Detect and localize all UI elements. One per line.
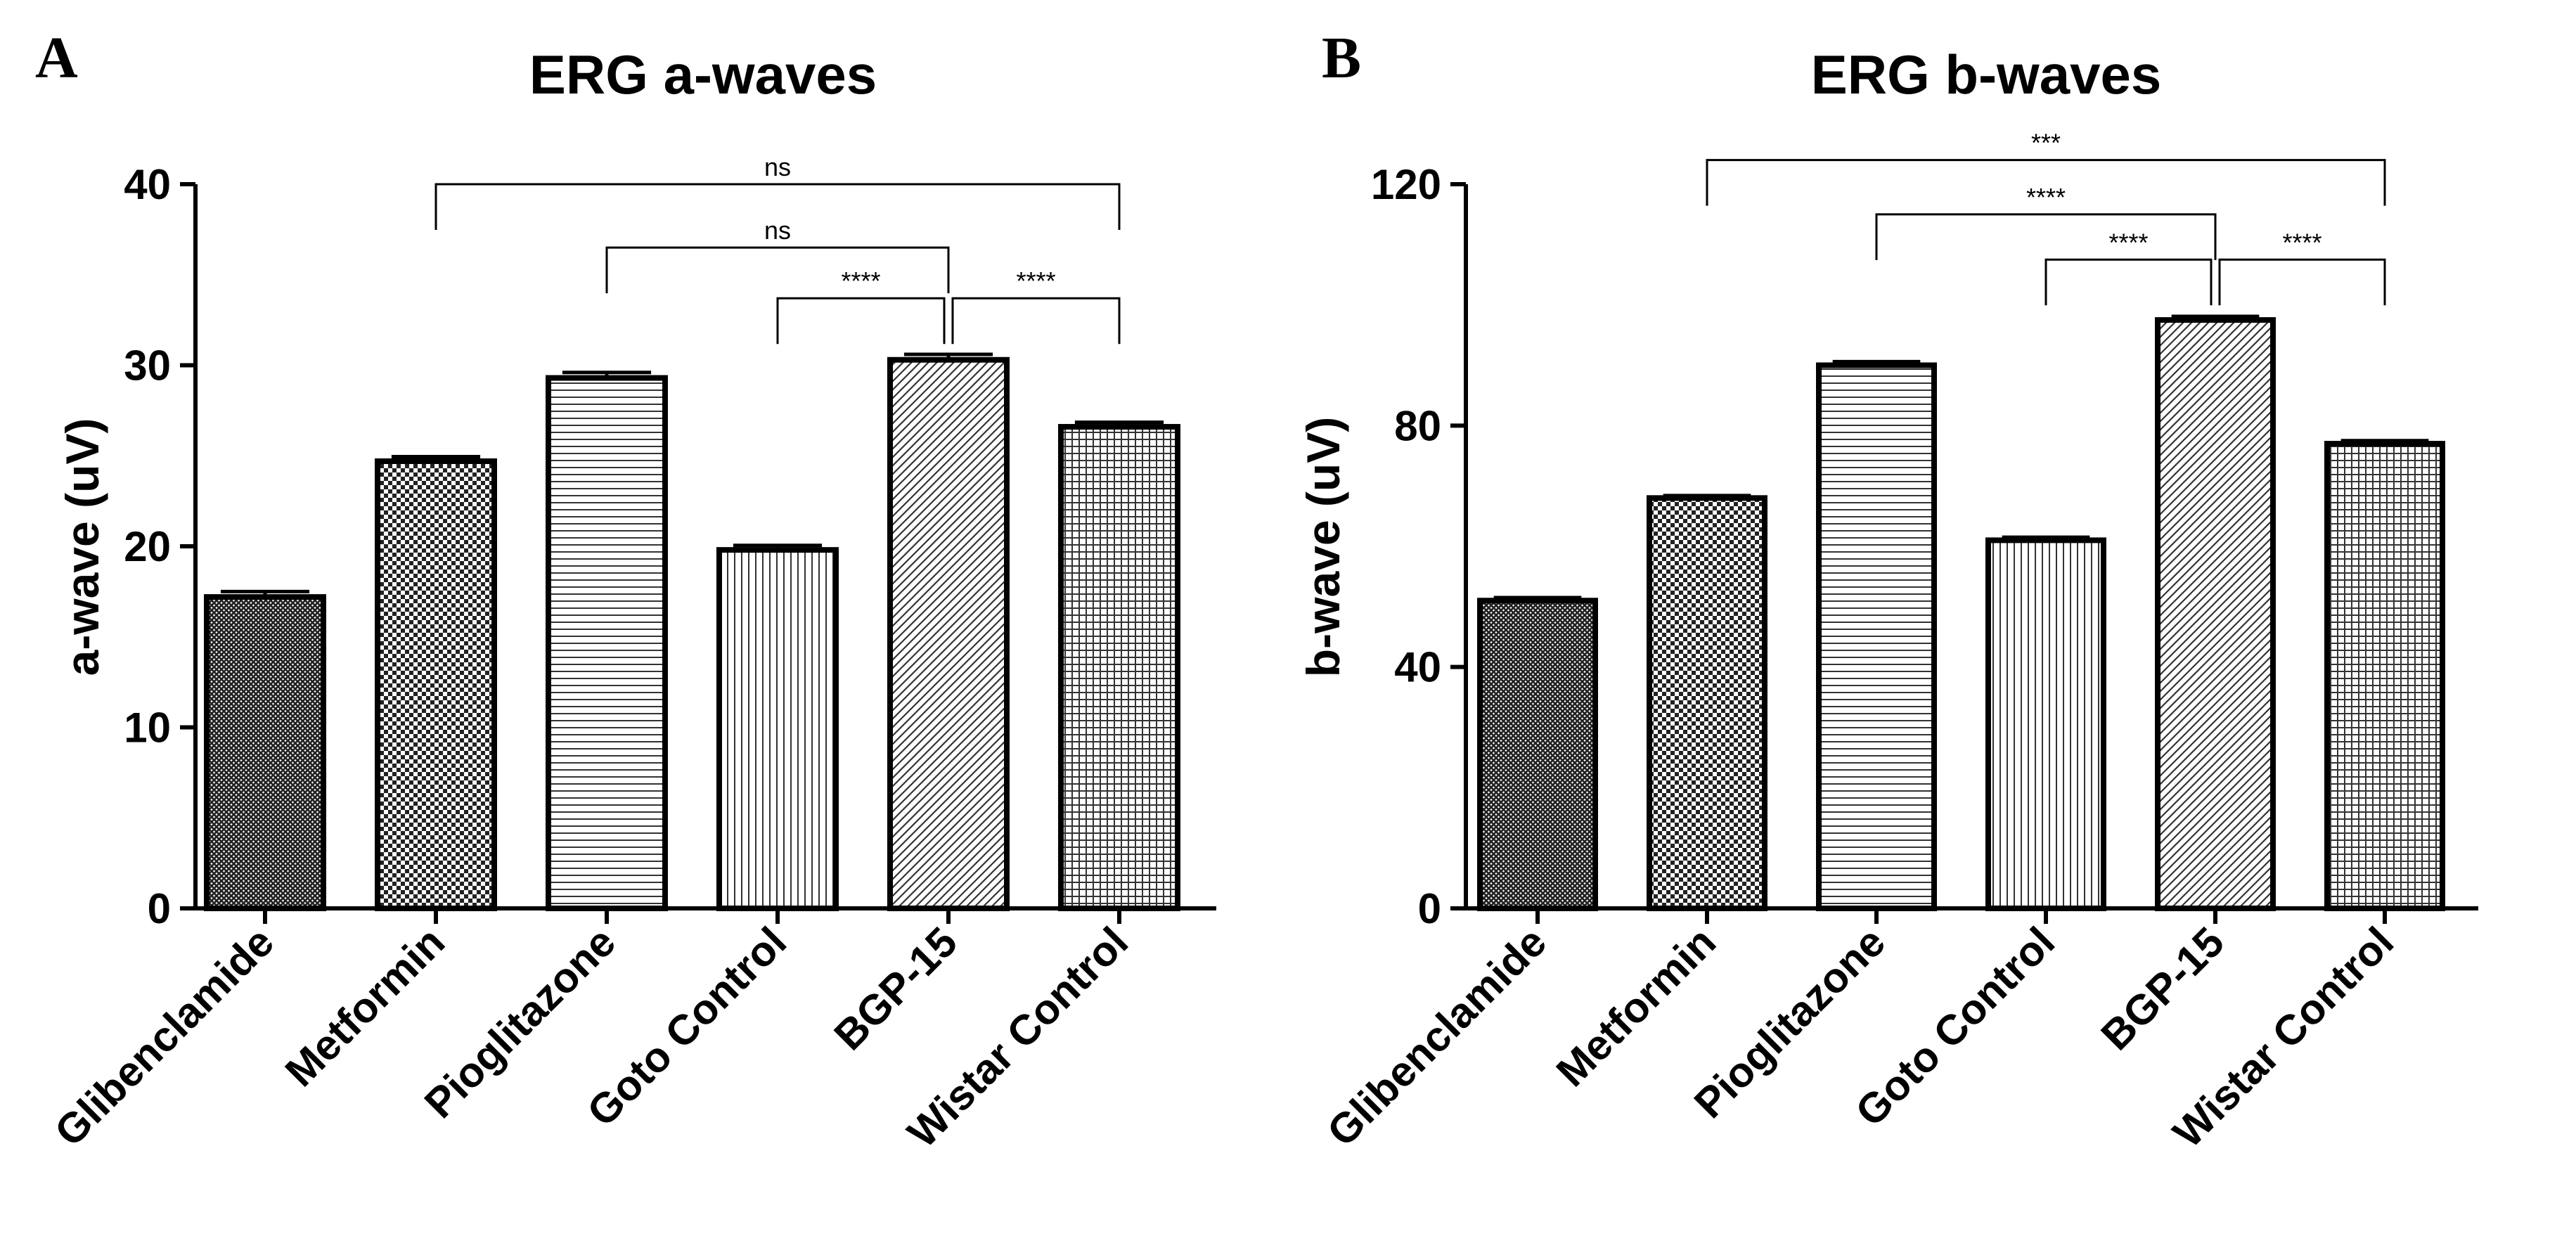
bar-b: [1647, 495, 1767, 911]
bar-a: [887, 356, 1010, 911]
x-tick-label-b: Metformin: [1547, 918, 1725, 1095]
significance-bracket-b: [1875, 213, 2217, 260]
significance-label-a: ns: [764, 216, 791, 245]
bar-a: [204, 594, 326, 911]
y-tick-label-a: 10: [124, 704, 171, 752]
bar-b: [2155, 317, 2276, 911]
significance-bracket-a: [776, 297, 946, 345]
y-tick-label-a: 30: [124, 342, 171, 390]
significance-label-a: ns: [764, 153, 791, 181]
bar-b: [2324, 441, 2445, 911]
significance-label-a: ****: [1016, 266, 1055, 295]
x-tick-label-a: BGP-15: [825, 918, 967, 1060]
y-tick-label-b: 0: [1418, 885, 1441, 932]
significance-bracket-a: [434, 183, 1121, 230]
bar-b: [1477, 598, 1598, 911]
bar-a: [1058, 424, 1180, 911]
significance-bracket-b: [2044, 258, 2213, 306]
chart-title-b: ERG b-waves: [1811, 44, 2162, 105]
y-tick-label-b: 80: [1394, 402, 1441, 449]
y-tick-label-b: 40: [1394, 644, 1441, 691]
panel-letter-b: B: [1322, 25, 1361, 91]
significance-bracket-b: [2218, 258, 2386, 306]
significance-label-a: ****: [841, 266, 880, 295]
panel-a: A ERG a-waves a-wave (uV) 0 10 20 30 40 Glibe…: [35, 25, 1216, 1157]
significance-label-b: ****: [2026, 183, 2066, 212]
significance-bracket-a: [951, 297, 1121, 345]
bar-a: [716, 547, 839, 912]
y-tick-label-a: 20: [124, 523, 171, 570]
y-tick-label-a: 40: [124, 161, 171, 208]
bar-b: [1985, 537, 2106, 911]
panel-letter-a: A: [35, 25, 78, 91]
y-tick-label-a: 0: [148, 885, 171, 932]
significance-bracket-a: [605, 246, 950, 294]
plot-area-a: 010203040GlibenclamideMetforminPioglitaz…: [46, 153, 1216, 1157]
significance-label-b: ****: [2108, 228, 2148, 257]
significance-label-b: ***: [2031, 129, 2061, 157]
significance-label-b: ****: [2282, 228, 2321, 257]
y-axis-label-a: a-wave (uV): [56, 418, 108, 676]
bar-b: [1816, 362, 1937, 911]
x-tick-label-a: Glibenclamide: [46, 918, 283, 1155]
y-tick-label-b: 120: [1371, 161, 1441, 208]
significance-bracket-b: [1706, 159, 2386, 206]
bar-a: [546, 375, 668, 911]
x-tick-label-a: Metformin: [276, 918, 453, 1095]
y-axis-label-b: b-wave (uV): [1297, 417, 1349, 677]
x-tick-label-b: Glibenclamide: [1318, 918, 1555, 1155]
panel-b: B ERG b-waves b-wave (uV) 0 40 80 120 Gliben…: [1297, 25, 2478, 1157]
chart-title-a: ERG a-waves: [529, 44, 877, 105]
x-tick-label-b: BGP-15: [2092, 918, 2234, 1060]
bar-a: [375, 458, 497, 911]
plot-area-b: 04080120GlibenclamideMetforminPioglitazo…: [1318, 129, 2478, 1157]
